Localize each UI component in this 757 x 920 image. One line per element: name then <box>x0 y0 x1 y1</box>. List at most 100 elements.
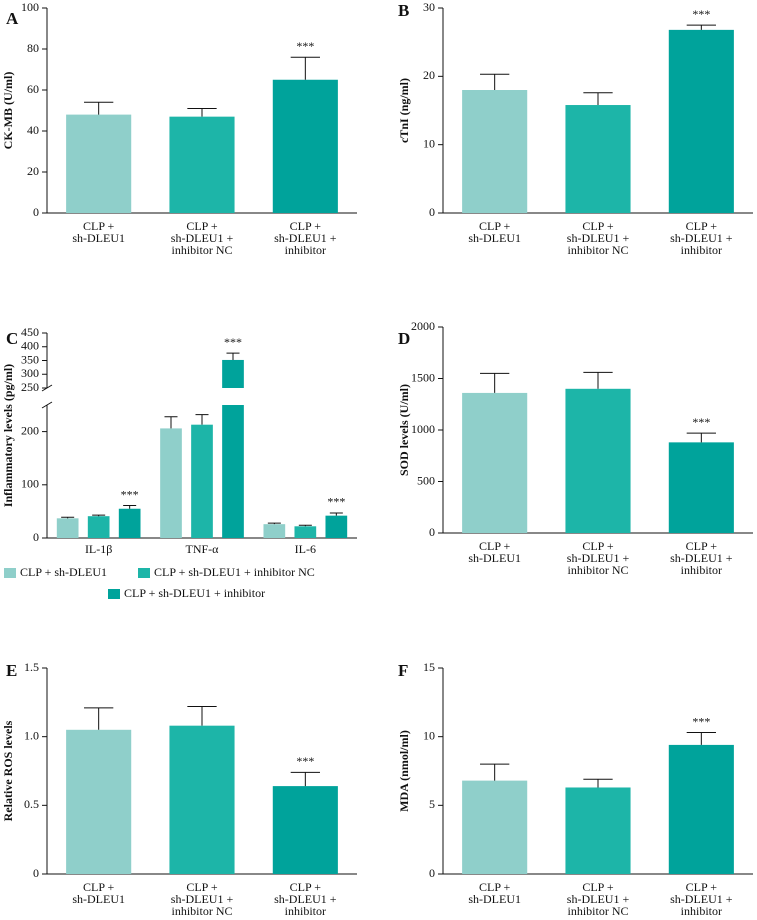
y-tick-label: 250 <box>21 380 39 394</box>
y-tick-label: 0 <box>429 205 435 219</box>
bar <box>66 729 132 874</box>
error-bar <box>686 732 716 745</box>
bar <box>565 105 631 213</box>
x-tick-label: sh-DLEU1 <box>72 231 125 245</box>
y-tick-label: 0 <box>429 525 435 539</box>
error-bar <box>187 107 217 117</box>
y-axis-title: SOD levels (U/ml) <box>397 384 411 476</box>
x-tick-label: sh-DLEU1 <box>468 892 521 906</box>
bar <box>66 114 132 213</box>
x-tick-label: inhibitor <box>285 243 326 257</box>
error-bar <box>480 763 510 781</box>
panel-label: F <box>398 661 408 680</box>
x-tick-label: sh-DLEU1 <box>72 892 125 906</box>
y-axis-title: cTnI (ng/ml) <box>397 78 411 143</box>
error-bar <box>298 524 312 527</box>
bar <box>565 787 631 874</box>
x-tick-label: CLP + <box>186 219 218 233</box>
y-tick-label: 60 <box>27 82 39 96</box>
x-tick-label: sh-DLEU1 + <box>567 231 630 245</box>
y-tick-label: 15 <box>423 660 435 674</box>
bar <box>169 116 235 213</box>
y-tick-label: 0 <box>33 530 39 544</box>
error-bar <box>61 516 75 519</box>
y-tick-label: 0 <box>33 866 39 880</box>
y-tick-label: 400 <box>21 339 39 353</box>
y-tick-label: 0 <box>429 866 435 880</box>
y-tick-label: 10 <box>423 728 435 742</box>
y-axis-title: MDA (nmol/ml) <box>397 730 411 812</box>
bar <box>462 90 528 213</box>
y-tick-label: 1500 <box>411 370 435 384</box>
x-tick-label: IL-6 <box>295 542 316 556</box>
error-bar <box>583 92 613 106</box>
bar <box>668 744 734 874</box>
x-tick-label: inhibitor <box>285 904 326 918</box>
error-bar <box>290 771 320 787</box>
error-bar <box>84 101 114 115</box>
error-bar <box>686 24 716 30</box>
x-tick-label: CLP + <box>83 219 115 233</box>
error-bar <box>583 778 613 788</box>
y-tick-label: 100 <box>21 0 39 14</box>
bar <box>191 424 213 538</box>
x-tick-label: sh-DLEU1 + <box>670 892 733 906</box>
y-tick-label: 5 <box>429 797 435 811</box>
x-tick-label: CLP + <box>186 880 218 894</box>
bar <box>118 508 141 538</box>
x-tick-label: CLP + <box>686 880 718 894</box>
x-tick-label: CLP + <box>479 219 511 233</box>
x-tick-label: CLP + <box>582 880 614 894</box>
x-tick-label: inhibitor <box>681 563 722 577</box>
x-tick-label: sh-DLEU1 + <box>171 892 234 906</box>
legend-swatch <box>108 589 120 599</box>
y-tick-label: 200 <box>21 423 39 437</box>
x-tick-label: inhibitor NC <box>567 243 628 257</box>
x-tick-label: sh-DLEU1 + <box>670 231 733 245</box>
bar <box>325 515 348 538</box>
x-tick-label: inhibitor <box>681 243 722 257</box>
x-tick-label: CLP + <box>290 219 322 233</box>
significance: *** <box>296 754 314 768</box>
x-tick-label: CLP + <box>479 880 511 894</box>
y-tick-label: 1000 <box>411 422 435 436</box>
significance: *** <box>692 7 710 21</box>
y-tick-label: 500 <box>417 473 435 487</box>
bar <box>462 392 528 533</box>
panel-label: C <box>6 329 18 348</box>
y-tick-label: 10 <box>423 136 435 150</box>
x-tick-label: sh-DLEU1 + <box>274 231 337 245</box>
significance: *** <box>224 335 242 349</box>
error-bar <box>92 514 106 517</box>
y-axis-title: Relative ROS levels <box>1 720 15 821</box>
significance: *** <box>121 487 139 501</box>
y-tick-label: 2000 <box>411 319 435 333</box>
x-tick-label: sh-DLEU1 + <box>274 892 337 906</box>
axis-break <box>41 401 53 409</box>
bar <box>263 524 286 538</box>
bar <box>272 786 338 874</box>
error-bar <box>195 414 209 425</box>
bar <box>462 780 528 874</box>
bar <box>272 79 338 213</box>
bar <box>222 405 244 538</box>
x-tick-label: CLP + <box>479 539 511 553</box>
y-tick-label: 1.5 <box>24 660 39 674</box>
error-bar <box>480 372 510 393</box>
legend-label: CLP + sh-DLEU1 + inhibitor <box>124 586 265 600</box>
error-bar <box>123 505 137 509</box>
y-tick-label: 450 <box>21 325 39 339</box>
bar <box>222 359 244 388</box>
error-bar <box>290 56 320 80</box>
x-tick-label: sh-DLEU1 + <box>567 551 630 565</box>
error-bar <box>480 73 510 90</box>
x-tick-label: CLP + <box>686 539 718 553</box>
bar <box>668 29 734 213</box>
bar <box>565 388 631 533</box>
legend-swatch <box>138 568 150 578</box>
legend-label: CLP + sh-DLEU1 + inhibitor NC <box>154 565 315 579</box>
error-bar <box>84 707 114 730</box>
panel-label: E <box>6 661 17 680</box>
significance: *** <box>692 714 710 728</box>
y-tick-label: 300 <box>21 366 39 380</box>
